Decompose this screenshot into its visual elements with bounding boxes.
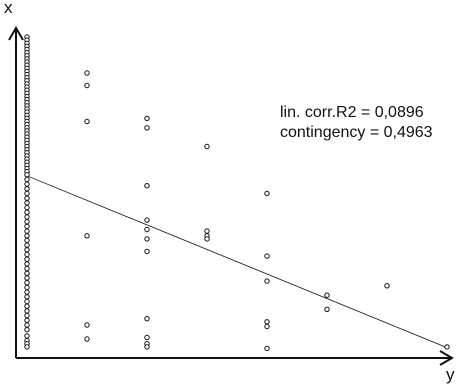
data-point bbox=[24, 317, 30, 323]
data-point bbox=[24, 280, 30, 286]
x-axis-arrow bbox=[439, 350, 454, 366]
x-axis-title: y bbox=[446, 365, 455, 384]
data-point bbox=[144, 115, 150, 122]
data-point bbox=[144, 334, 150, 341]
data-point bbox=[24, 312, 30, 319]
data-point bbox=[264, 278, 270, 284]
data-point bbox=[144, 236, 150, 242]
data-point bbox=[24, 327, 30, 333]
data-point bbox=[24, 247, 30, 253]
axes bbox=[8, 26, 454, 366]
data-point bbox=[144, 217, 150, 223]
data-point bbox=[264, 253, 270, 259]
data-point bbox=[144, 316, 150, 322]
data-point bbox=[24, 265, 30, 272]
data-point bbox=[264, 323, 270, 330]
data-point bbox=[24, 298, 30, 305]
data-point bbox=[24, 308, 30, 314]
data-point bbox=[144, 344, 150, 350]
contingency-annotation: contingency = 0,4963 bbox=[280, 124, 433, 141]
data-point bbox=[24, 270, 30, 276]
data-point bbox=[24, 181, 30, 187]
data-point bbox=[84, 233, 90, 239]
data-point bbox=[24, 195, 30, 201]
data-point bbox=[84, 336, 90, 342]
data-point bbox=[24, 322, 30, 328]
y-axis-title: x bbox=[4, 0, 13, 17]
data-point bbox=[84, 70, 90, 76]
data-point bbox=[84, 118, 90, 125]
data-point bbox=[24, 219, 30, 225]
data-point bbox=[264, 190, 270, 197]
data-points bbox=[24, 34, 450, 352]
data-point bbox=[24, 176, 30, 183]
data-point bbox=[144, 248, 150, 255]
data-point bbox=[24, 233, 30, 239]
data-point bbox=[24, 242, 30, 248]
data-point bbox=[24, 294, 30, 300]
data-point bbox=[24, 172, 30, 178]
data-point bbox=[24, 228, 30, 234]
data-point bbox=[264, 345, 270, 352]
data-point bbox=[24, 256, 30, 262]
correlation-annotation: lin. corr.R2 = 0,0896 bbox=[280, 104, 424, 121]
data-point bbox=[24, 284, 30, 291]
trend-line bbox=[26, 175, 448, 349]
data-point bbox=[24, 275, 30, 281]
data-point bbox=[264, 319, 270, 325]
data-point bbox=[24, 303, 30, 309]
data-point bbox=[24, 289, 30, 295]
data-point bbox=[24, 261, 30, 267]
data-point bbox=[24, 223, 30, 230]
data-point bbox=[324, 306, 330, 312]
data-point bbox=[144, 183, 150, 189]
data-point bbox=[204, 228, 210, 234]
data-point bbox=[24, 251, 30, 258]
data-point bbox=[204, 236, 210, 242]
data-point bbox=[24, 190, 30, 197]
y-axis-arrow bbox=[8, 26, 24, 41]
data-point bbox=[84, 82, 90, 89]
data-point bbox=[24, 237, 30, 244]
data-point bbox=[24, 344, 30, 350]
data-point bbox=[24, 204, 30, 211]
data-point bbox=[324, 292, 330, 298]
data-point bbox=[24, 333, 30, 339]
data-point bbox=[144, 226, 150, 233]
data-point bbox=[24, 200, 30, 206]
data-point bbox=[24, 186, 30, 192]
data-point bbox=[444, 344, 450, 350]
data-point bbox=[84, 322, 90, 328]
data-point bbox=[24, 214, 30, 220]
data-point bbox=[24, 209, 30, 216]
data-point bbox=[384, 283, 390, 289]
data-point bbox=[204, 143, 210, 150]
data-point bbox=[144, 125, 150, 131]
